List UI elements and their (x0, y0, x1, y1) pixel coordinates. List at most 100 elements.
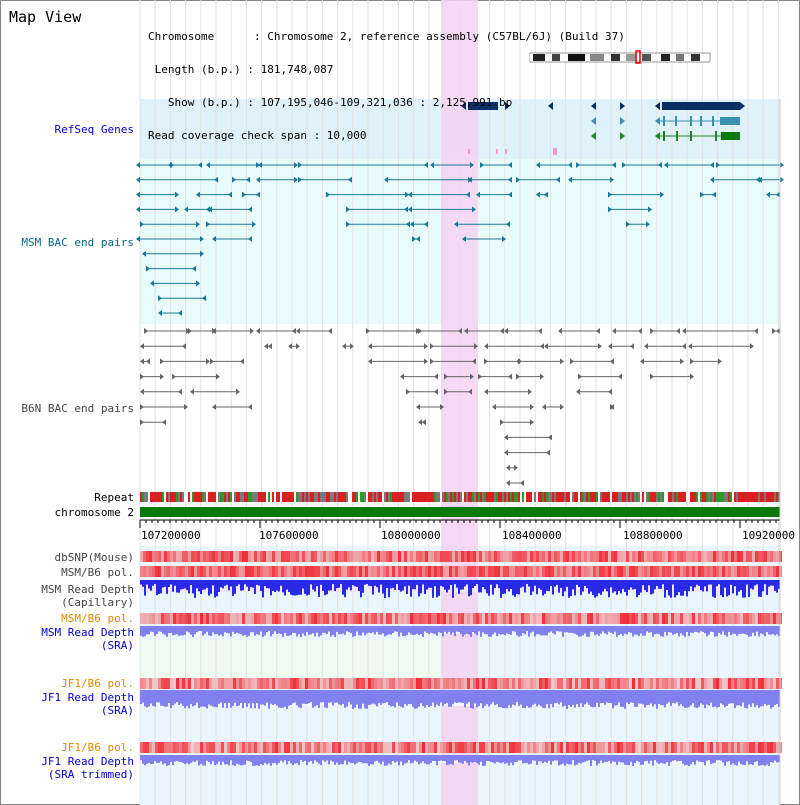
depth-bar (184, 690, 186, 709)
repeat-segment (762, 492, 764, 502)
strand-arrow (202, 295, 206, 302)
depth-bar (726, 626, 728, 637)
heat-cell (389, 678, 392, 689)
repeat-segment (328, 492, 330, 502)
heat-cell (434, 613, 437, 624)
heat-cell (668, 551, 671, 562)
depth-bar (660, 755, 662, 763)
depth-bar (652, 690, 654, 707)
depth-bar (264, 580, 266, 587)
heat-cell (497, 678, 500, 689)
heat-cell (659, 613, 662, 624)
heat-cell (257, 613, 260, 624)
depth-bar (182, 690, 184, 706)
track-label-msm-depth-sra[interactable]: MSM Read Depth (41, 626, 134, 639)
depth-bar (174, 626, 176, 635)
repeat-segment (392, 492, 394, 502)
ideogram-band (691, 54, 700, 61)
depth-bar (620, 580, 622, 594)
heat-cell (587, 566, 590, 577)
strand-arrow (150, 280, 154, 287)
depth-bar (350, 690, 352, 705)
heat-cell (251, 613, 254, 624)
depth-bar (572, 755, 574, 761)
heat-cell (341, 742, 344, 753)
depth-bar (496, 690, 498, 705)
depth-bar (274, 755, 276, 764)
heat-cell (548, 566, 551, 577)
heat-cell (497, 742, 500, 753)
depth-bar (196, 755, 198, 761)
depth-bar (440, 626, 442, 633)
heat-cell (404, 551, 407, 562)
heat-cell (380, 678, 383, 689)
track-label-jf1-b6-pol-1[interactable]: JF1/B6 pol. (61, 677, 134, 690)
heat-cell (443, 742, 446, 753)
heat-cell (605, 566, 608, 577)
track-label-jf1-b6-pol-2[interactable]: JF1/B6 pol. (61, 741, 134, 754)
depth-bar (188, 626, 190, 633)
heat-cell (563, 566, 566, 577)
heat-cell (605, 613, 608, 624)
track-label-msm-b6-pol-2[interactable]: MSM/B6 pol. (61, 612, 134, 625)
heat-cell (716, 613, 719, 624)
repeat-segment (476, 492, 478, 502)
depth-bar (602, 755, 604, 763)
repeat-segment (754, 492, 756, 502)
depth-bar (322, 626, 324, 633)
depth-bar (508, 690, 510, 706)
heat-cell (365, 566, 368, 577)
depth-bar (748, 690, 750, 705)
heat-cell (461, 551, 464, 562)
depth-bar (238, 580, 240, 585)
track-label-jf1-depth-trim[interactable]: JF1 Read Depth (41, 755, 134, 768)
heat-cell (755, 566, 758, 577)
repeat-segment (746, 492, 748, 502)
depth-bar (442, 580, 444, 587)
depth-bar (210, 626, 212, 637)
depth-bar (660, 626, 662, 637)
heat-cell (338, 742, 341, 753)
repeat-segment (604, 492, 606, 502)
depth-bar (286, 580, 288, 590)
depth-bar (248, 755, 250, 761)
heat-cell (173, 742, 176, 753)
depth-bar (672, 580, 674, 585)
depth-bar (778, 755, 780, 763)
depth-bar (344, 690, 346, 708)
track-label-msm-depth-cap[interactable]: MSM Read Depth (41, 583, 134, 596)
heat-cell (212, 678, 215, 689)
heat-cell (218, 551, 221, 562)
depth-bar (618, 580, 620, 591)
strand-arrow (474, 343, 478, 350)
heat-cell (428, 678, 431, 689)
depth-bar (168, 690, 170, 704)
heat-cell (611, 678, 614, 689)
repeat-segment (358, 492, 360, 502)
depth-bar (416, 755, 418, 762)
heat-cell (410, 566, 413, 577)
depth-bar (292, 755, 294, 766)
track-label-msm-b6-pol-1[interactable]: MSM/B6 pol. (61, 566, 134, 579)
depth-bar (296, 580, 298, 596)
ideogram-band (530, 54, 533, 61)
track-label-b6n-bac[interactable]: B6N BAC end pairs (21, 402, 134, 415)
track-label-jf1-depth-sra[interactable]: JF1 Read Depth (41, 691, 134, 704)
heat-cell (242, 613, 245, 624)
heat-cell (539, 742, 542, 753)
heat-cell (527, 742, 530, 753)
track-label-refseq[interactable]: RefSeq Genes (54, 123, 134, 136)
repeat-segment (408, 492, 410, 502)
depth-bar (776, 580, 778, 593)
depth-bar (512, 580, 514, 596)
heat-cell (764, 566, 767, 577)
heat-cell (455, 742, 458, 753)
track-label-msm-bac[interactable]: MSM BAC end pairs (21, 236, 134, 249)
heat-cell (290, 742, 293, 753)
depth-bar (282, 626, 284, 637)
heat-cell (635, 613, 638, 624)
track-label-dbsnp[interactable]: dbSNP(Mouse) (54, 551, 134, 564)
depth-bar (634, 755, 636, 764)
depth-bar (378, 580, 380, 593)
